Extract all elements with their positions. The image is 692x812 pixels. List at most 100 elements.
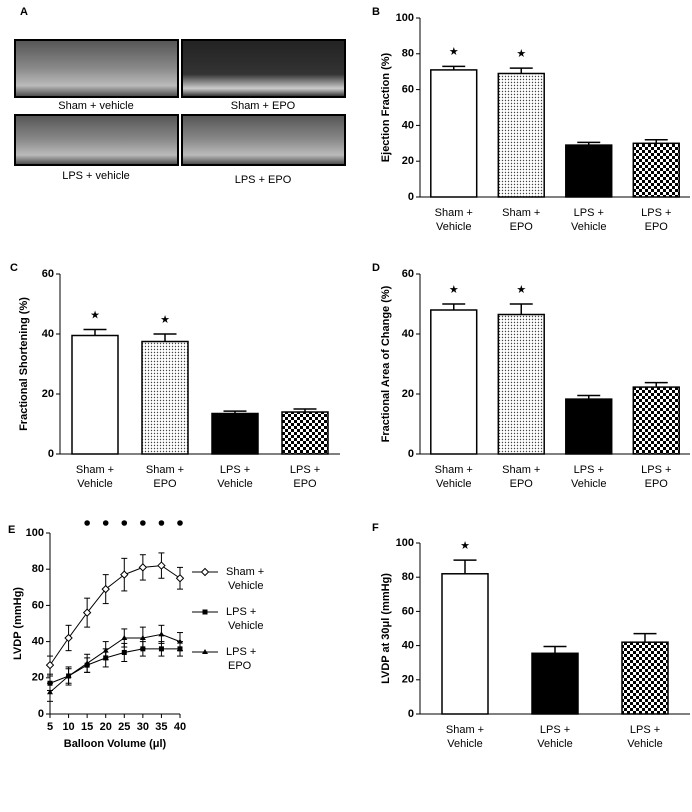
image-label: Sham + vehicle — [58, 100, 134, 112]
bar — [430, 309, 478, 455]
panel-a: A Sham + vehicle Sham + EPO LPS + vehicl… — [14, 6, 346, 186]
bar — [531, 652, 579, 715]
x-tick-label: Sham + — [435, 207, 473, 219]
y-tick-label: 20 — [402, 388, 414, 400]
legend-marker — [202, 649, 208, 654]
x-tick-label: LPS + — [220, 464, 250, 476]
marker — [121, 634, 128, 640]
y-axis-label: LVDP at 30μl (mmHg) — [380, 573, 392, 684]
x-tick-label: LPS + — [641, 207, 671, 219]
bar — [632, 386, 680, 455]
y-tick-label: 80 — [402, 48, 414, 60]
bar — [565, 144, 613, 198]
significance-dot — [121, 520, 128, 526]
y-axis-label: LVDP (mmHg) — [12, 587, 24, 660]
y-tick-label: 60 — [402, 268, 414, 280]
x-tick-label: Vehicle — [77, 478, 112, 490]
x-tick-label: Sham + — [76, 464, 114, 476]
y-tick-label: 0 — [408, 448, 414, 460]
x-tick-label: LPS + — [290, 464, 320, 476]
y-tick-label: 60 — [402, 605, 414, 617]
marker — [139, 634, 146, 640]
legend-label: LPS + — [226, 606, 256, 618]
marker — [47, 689, 53, 695]
legend-marker — [202, 609, 208, 615]
legend-label: Vehicle — [228, 620, 263, 632]
x-tick-label: Vehicle — [436, 221, 471, 233]
x-tick-label: Sham + — [502, 464, 540, 476]
significance-star: ★ — [449, 284, 459, 296]
chart: E LVDP (mmHg) 0 20 40 60 80 100 5 10 15 20 25 30 35 40 B… — [8, 520, 264, 750]
bar — [430, 69, 478, 198]
y-tick-label: 40 — [402, 328, 414, 340]
x-tick-label: Sham + — [435, 464, 473, 476]
image-label: LPS + EPO — [235, 174, 292, 186]
x-tick-label: 35 — [155, 721, 167, 733]
x-tick-label: Sham + — [446, 724, 484, 736]
y-tick-label: 20 — [402, 155, 414, 167]
x-tick-label: 20 — [100, 721, 112, 733]
chart: C Fractional Shortening (%) 0 20 40 60 ★ Sham +… — [10, 262, 340, 490]
y-tick-label: 0 — [48, 448, 54, 460]
panel-letter: C — [10, 262, 18, 274]
bar — [621, 641, 669, 715]
y-tick-label: 20 — [32, 672, 44, 684]
chart: F LVDP at 30μl (mmHg) 0 20 40 60 80 100 ★ Sham + V… — [372, 522, 690, 750]
significance-dot — [102, 520, 109, 526]
x-tick-label: EPO — [645, 478, 669, 490]
marker — [65, 672, 72, 678]
y-tick-label: 0 — [38, 708, 44, 720]
x-tick-label: LPS + — [540, 724, 570, 736]
x-tick-label: LPS + — [574, 207, 604, 219]
x-tick-label: 15 — [81, 721, 93, 733]
y-tick-label: 60 — [402, 84, 414, 96]
significance-star: ★ — [516, 284, 526, 296]
significance-star: ★ — [160, 314, 170, 326]
marker — [120, 570, 129, 579]
panel-letter: B — [372, 6, 380, 18]
marker — [158, 631, 165, 637]
y-tick-label: 40 — [402, 640, 414, 652]
x-tick-label: EPO — [510, 478, 534, 490]
significance-star: ★ — [449, 46, 459, 58]
x-tick-label: 40 — [174, 721, 186, 733]
y-tick-label: 100 — [396, 537, 414, 549]
marker — [82, 608, 92, 617]
marker — [158, 646, 164, 652]
y-tick-label: 40 — [32, 636, 44, 648]
x-tick-label: 30 — [137, 721, 149, 733]
x-tick-label: Vehicle — [217, 478, 252, 490]
x-tick-label: EPO — [645, 221, 669, 233]
x-tick-label: Vehicle — [537, 738, 572, 750]
image-label: LPS + vehicle — [62, 170, 130, 182]
x-tick-label: Vehicle — [447, 738, 482, 750]
marker — [175, 574, 185, 583]
y-tick-label: 100 — [26, 527, 44, 539]
bar — [565, 398, 613, 455]
panel-letter: F — [372, 522, 379, 534]
significance-dot — [158, 520, 165, 526]
x-tick-label: 25 — [118, 721, 130, 733]
bar — [281, 411, 329, 455]
x-tick-label: Sham + — [502, 207, 540, 219]
bar — [497, 313, 545, 455]
significance-dot — [84, 520, 90, 526]
marker — [45, 660, 55, 670]
echo-image — [14, 39, 179, 98]
significance-star: ★ — [460, 540, 470, 552]
echo-image — [181, 114, 346, 166]
x-tick-label: LPS + — [641, 464, 671, 476]
y-axis-label: Ejection Fraction (%) — [380, 52, 392, 162]
y-tick-label: 20 — [42, 388, 54, 400]
bar — [632, 142, 680, 198]
panel-letter: D — [372, 262, 380, 274]
legend-label: EPO — [228, 660, 252, 672]
x-axis-label: Balloon Volume (μl) — [64, 738, 167, 750]
y-tick-label: 80 — [32, 563, 44, 575]
significance-dot — [177, 520, 183, 526]
x-tick-label: 5 — [47, 721, 53, 733]
echo-image — [181, 39, 346, 98]
y-tick-label: 40 — [402, 119, 414, 131]
